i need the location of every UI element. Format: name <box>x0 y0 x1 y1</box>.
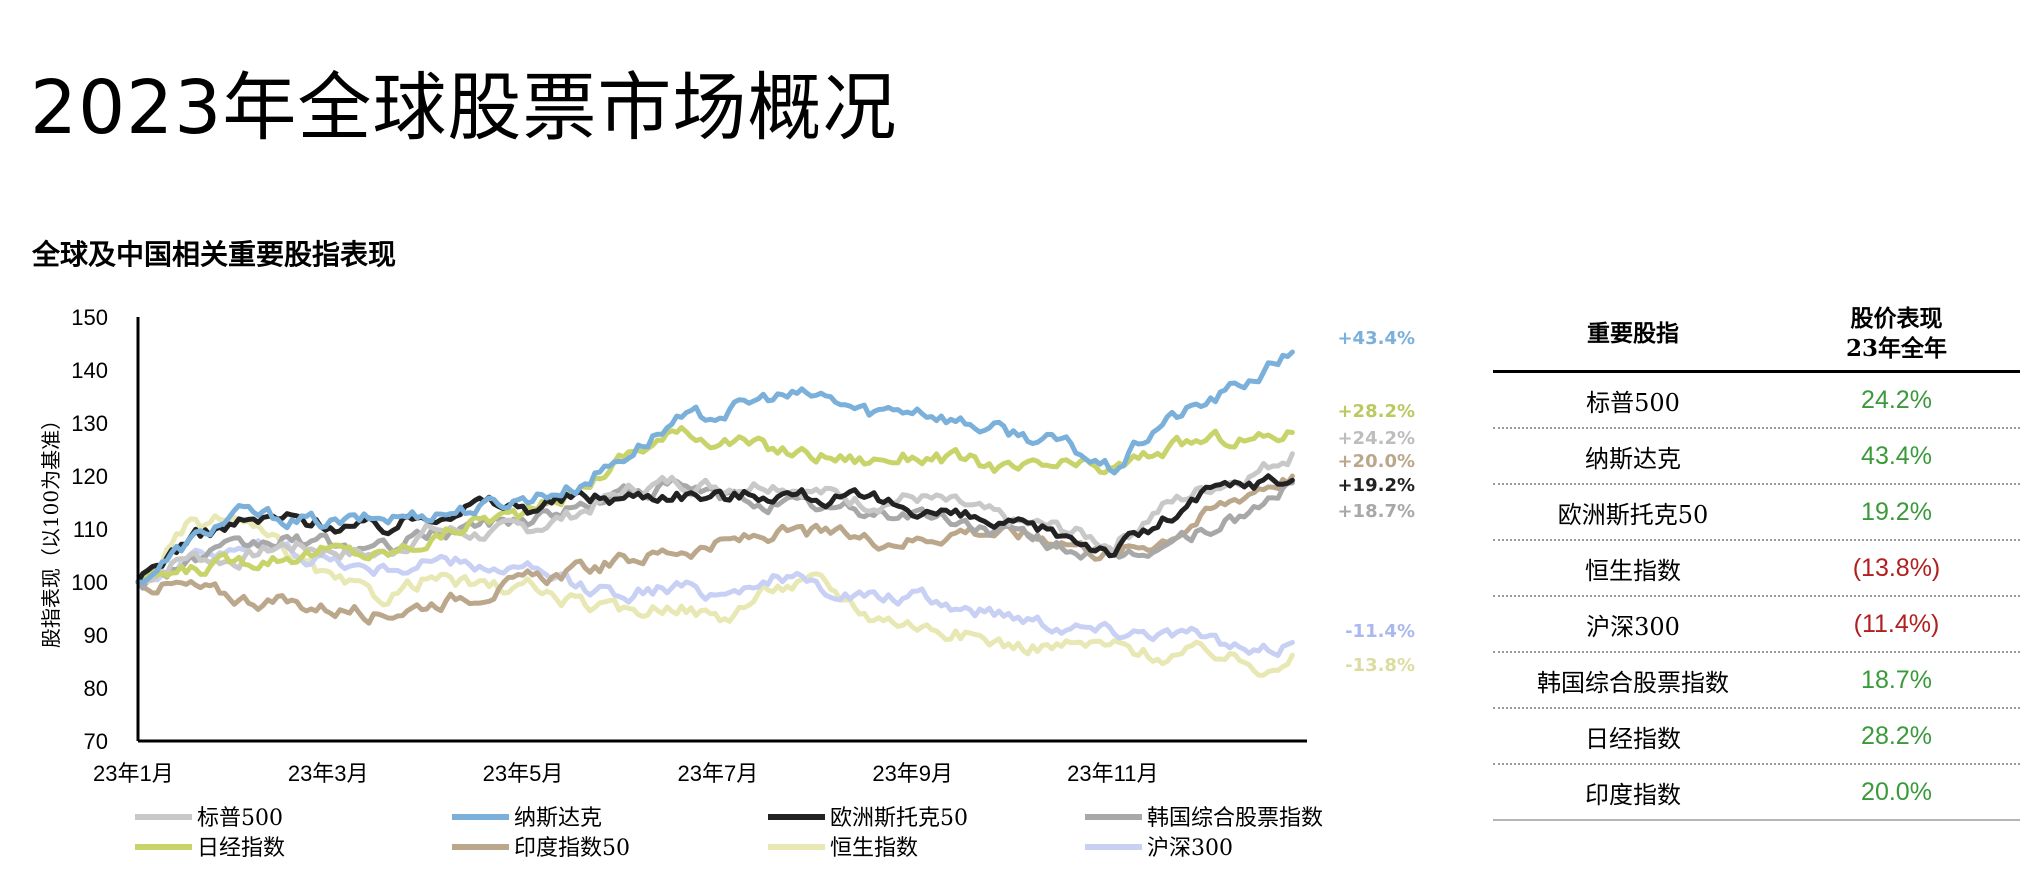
header-performance-line2: 23年全年 <box>1845 335 1947 362</box>
y-tick-label: 150 <box>71 305 108 330</box>
index-name-cell: 沪深300 <box>1586 612 1680 641</box>
header-performance: 股价表现 23年全年 <box>1773 298 2020 370</box>
legend-item-label: 恒生指数 <box>830 836 918 861</box>
performance-value-cell: 19.2% <box>1861 497 1932 526</box>
index-name-cell: 韩国综合股票指数 <box>1537 668 1729 697</box>
table-row: 韩国综合股票指数 18.7% <box>1493 653 2020 709</box>
y-tick-label: 70 <box>84 729 108 754</box>
index-name-cell: 欧洲斯托克50 <box>1557 500 1709 529</box>
table-row: 恒生指数 (13.8%) <box>1493 541 2020 597</box>
performance-value-cell: 18.7% <box>1861 665 1932 694</box>
y-axis-label: 股指表现（以100为基准） <box>39 410 63 648</box>
performance-value-cell: (13.8%) <box>1852 553 1941 582</box>
series-end-label: +19.2% <box>1337 475 1415 496</box>
table-row: 日经指数 28.2% <box>1493 709 2020 765</box>
y-tick-label: 80 <box>84 676 108 701</box>
table-body: 标普500 24.2% 纳斯达克 43.4% 欧洲斯托克50 19.2% 恒生指数 (13.8… <box>1493 373 2020 821</box>
table-row: 沪深300 (11.4%) <box>1493 597 2020 653</box>
series-line <box>135 513 1295 678</box>
legend-item-label: 韩国综合股票指数 <box>1147 806 1323 831</box>
table-row: 欧洲斯托克50 19.2% <box>1493 485 2020 541</box>
table-header: 重要股指 股价表现 23年全年 <box>1493 298 2020 373</box>
series-line <box>135 349 1295 585</box>
performance-value-cell: 28.2% <box>1861 721 1932 750</box>
series-line <box>135 473 1295 626</box>
series-end-label: +24.2% <box>1337 428 1415 449</box>
table-row: 标普500 24.2% <box>1493 373 2020 429</box>
performance-value-cell: (11.4%) <box>1853 609 1940 638</box>
legend-item-label: 欧洲斯托克50 <box>830 806 968 831</box>
series-end-label: -11.4% <box>1345 621 1415 642</box>
index-name-cell: 标普500 <box>1586 388 1680 417</box>
series-end-label: +20.0% <box>1337 451 1415 472</box>
performance-value-cell: 20.0% <box>1861 777 1932 806</box>
header-index-name: 重要股指 <box>1587 320 1679 348</box>
index-performance-chart: 70 80 90 100 110 120 130 140 150 23年1月 23年3月 23年5月 2… <box>39 305 1415 861</box>
performance-value-cell: 43.4% <box>1861 441 1932 470</box>
series-end-label: +43.4% <box>1337 328 1415 349</box>
legend-item-label: 印度指数50 <box>514 836 630 861</box>
page-title: 2023年全球股票市场概况 <box>30 65 898 151</box>
x-tick-label: 23年5月 <box>483 761 564 786</box>
table-row: 印度指数 20.0% <box>1493 765 2020 821</box>
legend-item-label: 标普500 <box>197 806 283 831</box>
series-line <box>135 473 1295 585</box>
y-tick-label: 120 <box>71 464 108 489</box>
chart-subtitle: 全球及中国相关重要股指表现 <box>32 238 397 271</box>
performance-value-cell: 24.2% <box>1861 385 1932 414</box>
x-tick-label: 23年11月 <box>1067 761 1158 786</box>
series-end-label: +18.7% <box>1337 501 1415 522</box>
series-end-label: +28.2% <box>1337 401 1415 422</box>
legend-item-label: 纳斯达克 <box>514 806 602 831</box>
y-tick-label: 100 <box>71 570 108 595</box>
legend-item-label: 沪深300 <box>1147 836 1233 861</box>
index-name-cell: 纳斯达克 <box>1585 444 1681 473</box>
y-tick-label: 140 <box>71 358 108 383</box>
legend-item-label: 日经指数 <box>197 836 285 861</box>
index-name-cell: 日经指数 <box>1585 724 1681 753</box>
x-tick-label: 23年7月 <box>678 761 759 786</box>
x-tick-label: 23年3月 <box>288 761 369 786</box>
series-line <box>135 538 1295 658</box>
series-line <box>135 425 1295 585</box>
index-performance-table: 重要股指 股价表现 23年全年 标普500 24.2% 纳斯达克 43.4% 欧洲斯托克… <box>1493 298 2020 821</box>
x-tick-label: 23年1月 <box>93 761 174 786</box>
x-tick-label: 23年9月 <box>872 761 953 786</box>
y-tick-label: 90 <box>84 623 108 648</box>
series-end-label: -13.8% <box>1345 655 1415 676</box>
index-name-cell: 恒生指数 <box>1585 556 1681 585</box>
y-tick-label: 110 <box>73 517 108 542</box>
table-row: 纳斯达克 43.4% <box>1493 429 2020 485</box>
header-performance-line1: 股价表现 <box>1850 305 1943 333</box>
series-line <box>135 477 1295 591</box>
index-name-cell: 印度指数 <box>1585 780 1681 809</box>
y-tick-label: 130 <box>71 411 108 436</box>
